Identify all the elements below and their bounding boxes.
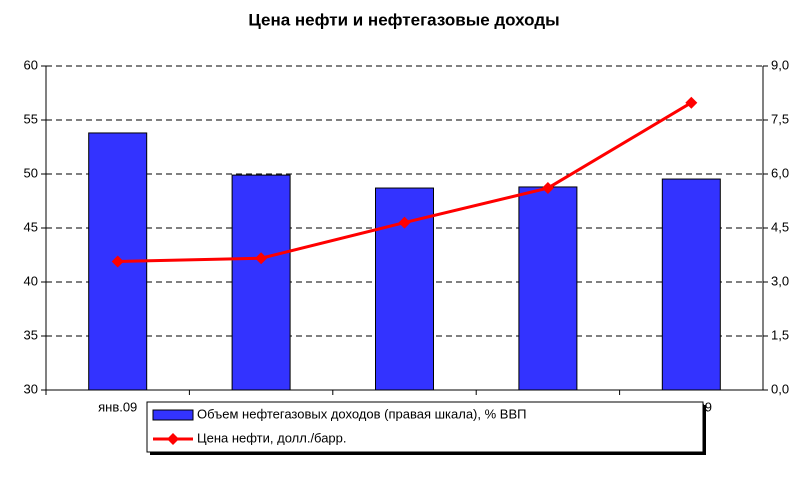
marker: [541, 182, 554, 195]
y-tick-label: 55: [24, 111, 38, 126]
legend-marker: [167, 433, 179, 445]
y2-tick-label: 6,0: [771, 165, 789, 180]
y-tick-label: 40: [24, 273, 38, 288]
bar: [661, 178, 721, 391]
marker: [398, 216, 411, 229]
chart-title: Цена нефти и нефтегазовые доходы: [248, 10, 559, 29]
y-tick-label: 50: [24, 165, 38, 180]
y2-tick-label: 9,0: [771, 57, 789, 72]
x-tick-label: янв.09: [98, 399, 137, 414]
legend-swatch: [152, 409, 194, 421]
bar: [231, 174, 291, 391]
y2-tick-label: 4,5: [771, 219, 789, 234]
y2-tick-label: 1,5: [771, 327, 789, 342]
y2-tick-label: 3,0: [771, 273, 789, 288]
y2-tick-label: 0,0: [771, 381, 789, 396]
bar: [375, 187, 434, 391]
y-tick-label: 60: [24, 57, 38, 72]
legend-label: Объем нефтегазовых доходов (правая шкала…: [197, 406, 526, 421]
marker: [255, 252, 268, 265]
legend: [146, 401, 704, 453]
marker: [685, 96, 698, 109]
marker: [111, 255, 124, 268]
y2-tick-label: 7,5: [771, 111, 789, 126]
bar: [518, 186, 578, 391]
legend-label: Цена нефти, долл./барр.: [197, 430, 347, 445]
y-tick-label: 45: [24, 219, 38, 234]
y-tick-label: 35: [24, 327, 38, 342]
y-tick-label: 30: [24, 381, 38, 396]
